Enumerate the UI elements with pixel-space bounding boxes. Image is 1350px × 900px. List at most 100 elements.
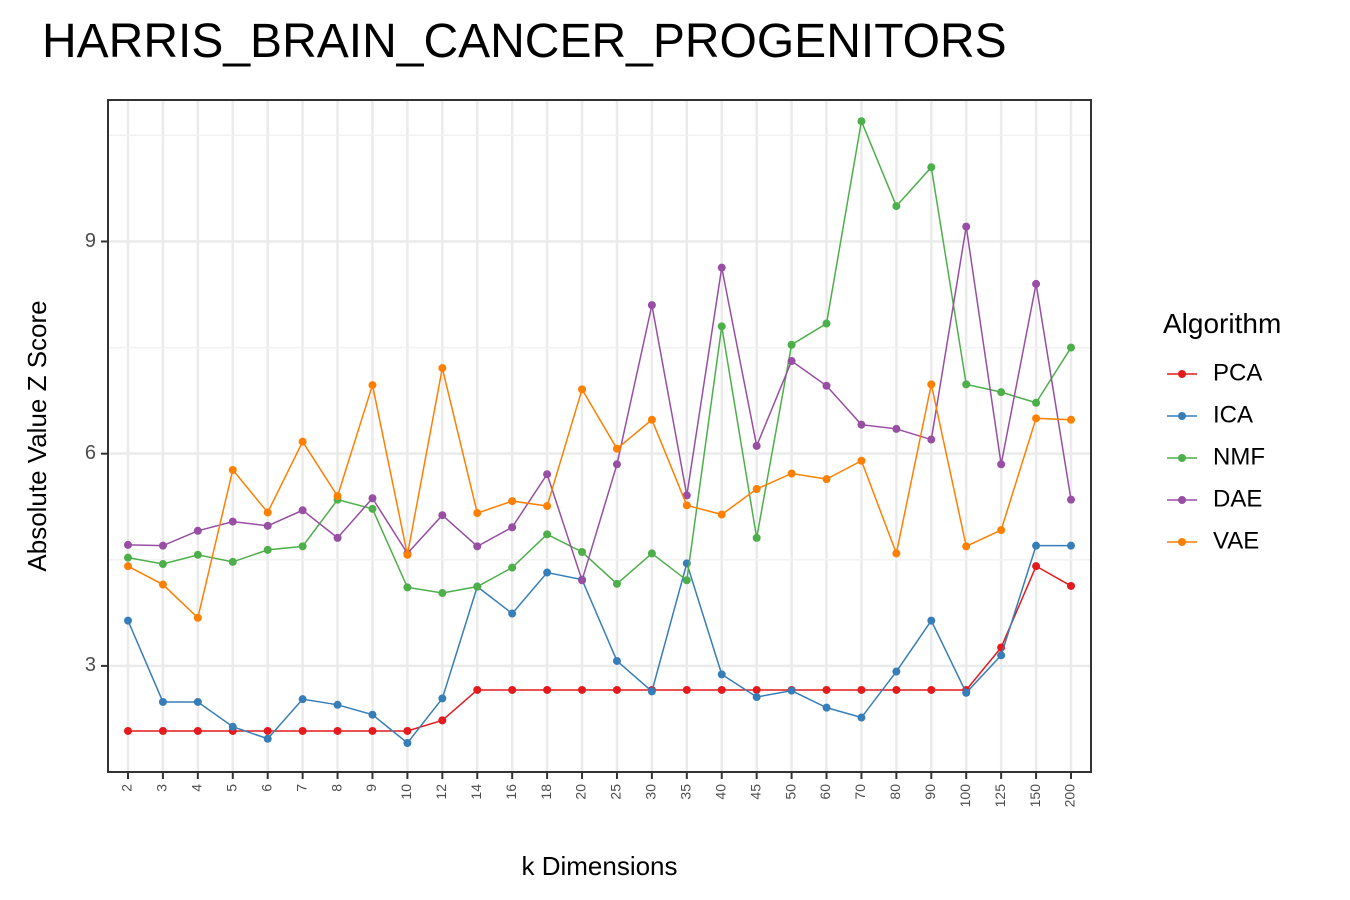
data-point-nmf — [612, 579, 621, 588]
data-point-vae — [473, 509, 482, 518]
x-tick-label: 40 — [712, 784, 728, 800]
data-point-nmf — [962, 380, 971, 389]
legend-key-point — [1178, 412, 1186, 420]
data-point-vae — [438, 364, 447, 373]
y-tick-label: 3 — [85, 654, 96, 676]
plot-panel-border — [107, 99, 1092, 773]
data-point-ica — [193, 697, 202, 706]
y-axis-title: Absolute Value Z Score — [22, 300, 52, 571]
data-point-ica — [857, 713, 866, 722]
data-point-dae — [298, 506, 307, 515]
data-point-nmf — [438, 589, 447, 598]
data-point-vae — [508, 497, 517, 506]
data-point-dae — [124, 540, 132, 549]
data-point-ica — [298, 695, 307, 704]
x-tick-label: 50 — [782, 784, 798, 800]
data-point-pca — [124, 726, 132, 735]
data-point-ica — [263, 734, 272, 743]
data-point-pca — [857, 685, 866, 694]
grid-lines — [108, 100, 1091, 772]
x-tick-label: 4 — [189, 784, 205, 792]
data-point-vae — [368, 381, 377, 390]
data-point-nmf — [228, 557, 237, 566]
x-tick-label: 20 — [573, 784, 589, 800]
x-tick-label: 7 — [293, 784, 309, 792]
data-point-ica — [647, 687, 656, 696]
x-tick-label: 200 — [1062, 784, 1078, 808]
data-point-dae — [333, 533, 342, 542]
x-tick-label: 6 — [258, 784, 274, 792]
data-point-ica — [158, 697, 167, 706]
data-point-dae — [508, 523, 517, 532]
series-line-dae — [127, 226, 1072, 583]
legend-key-point — [1178, 454, 1186, 462]
data-point-nmf — [578, 548, 587, 557]
data-point-dae — [1067, 495, 1075, 504]
data-point-pca — [1067, 581, 1075, 590]
data-point-pca — [263, 726, 272, 735]
data-point-nmf — [473, 582, 482, 591]
data-point-pca — [1032, 562, 1041, 571]
legend-item-dae: DAE — [1167, 485, 1262, 512]
data-point-ica — [997, 651, 1006, 660]
legend-label: NMF — [1213, 443, 1265, 470]
data-point-dae — [787, 357, 796, 366]
data-point-pca — [158, 726, 167, 735]
data-point-nmf — [997, 388, 1006, 397]
data-point-vae — [997, 526, 1006, 535]
data-point-pca — [193, 726, 202, 735]
data-point-pca — [892, 685, 901, 694]
series-vae — [124, 364, 1075, 622]
data-point-dae — [892, 424, 901, 433]
data-point-vae — [403, 550, 412, 559]
data-point-dae — [927, 435, 936, 444]
legend-item-pca: PCA — [1167, 359, 1262, 386]
data-point-ica — [612, 656, 621, 665]
x-tick-label: 18 — [538, 784, 554, 800]
x-tick-label: 90 — [922, 784, 938, 800]
data-point-vae — [717, 510, 726, 519]
data-point-pca — [368, 726, 377, 735]
legend-item-vae: VAE — [1167, 527, 1259, 554]
data-point-nmf — [368, 504, 377, 513]
y-axis: 3 6 9 — [85, 230, 108, 676]
data-point-vae — [962, 542, 971, 551]
data-point-vae — [298, 437, 307, 446]
data-point-nmf — [857, 117, 866, 126]
data-point-pca — [927, 685, 936, 694]
data-point-vae — [892, 549, 901, 558]
data-point-ica — [403, 738, 412, 747]
data-point-nmf — [822, 319, 831, 328]
x-axis: 2 3 4 5 6 7 8 9 10 12 14 16 18 20 25 30 35 40 45 50 60 70 80 90… — [119, 772, 1078, 807]
data-point-dae — [962, 222, 971, 231]
data-point-pca — [473, 685, 482, 694]
data-point-dae — [578, 576, 587, 585]
legend-key-point — [1178, 496, 1186, 504]
legend-item-nmf: NMF — [1167, 443, 1265, 470]
data-point-pca — [508, 685, 517, 694]
data-point-vae — [682, 501, 691, 510]
data-point-nmf — [124, 553, 132, 562]
data-point-ica — [228, 722, 237, 731]
series-pca — [124, 562, 1075, 735]
data-point-dae — [997, 460, 1006, 469]
x-tick-label: 14 — [468, 784, 484, 800]
series-dae — [124, 222, 1075, 585]
series-line-nmf — [127, 118, 1072, 594]
data-point-pca — [333, 726, 342, 735]
data-point-dae — [857, 420, 866, 429]
data-point-pca — [298, 726, 307, 735]
data-point-ica — [508, 609, 517, 618]
data-point-pca — [578, 685, 587, 694]
data-point-nmf — [298, 542, 307, 551]
x-tick-label: 3 — [154, 784, 170, 792]
data-point-dae — [263, 521, 272, 530]
data-point-vae — [822, 475, 831, 484]
data-point-dae — [647, 301, 656, 310]
data-point-vae — [1067, 415, 1075, 424]
data-point-ica — [543, 568, 552, 577]
legend-key-point — [1178, 370, 1186, 378]
data-point-ica — [1032, 541, 1041, 550]
data-point-nmf — [193, 550, 202, 559]
